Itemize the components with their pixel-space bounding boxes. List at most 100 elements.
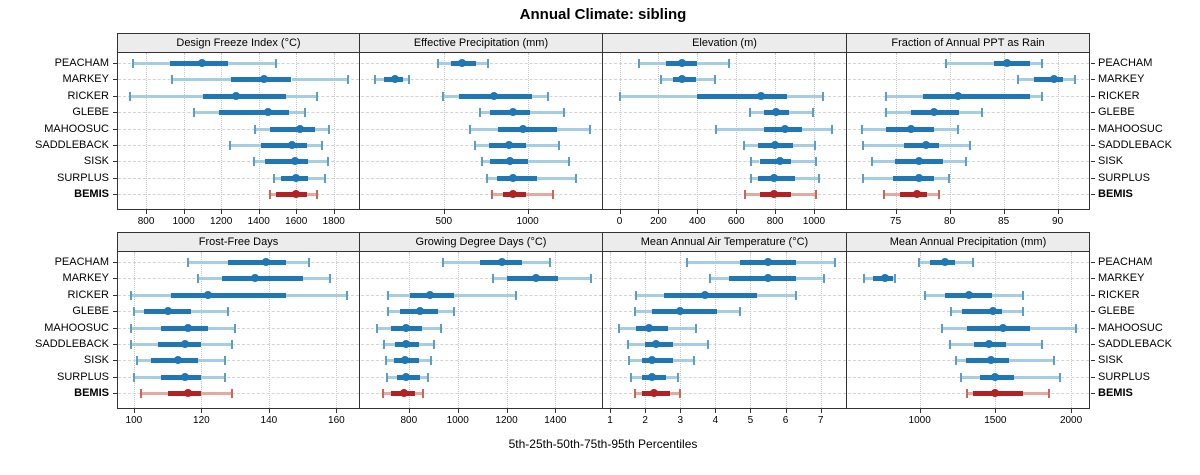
whisker-cap (436, 59, 439, 68)
whisker-tail (863, 176, 894, 180)
whisker-tail (438, 310, 454, 314)
median-dot (180, 340, 189, 348)
site-tick (1091, 161, 1095, 163)
panel-header: Frost-Free Days (117, 232, 360, 252)
whisker-tail (629, 359, 642, 363)
whisker-tail (536, 176, 577, 180)
h-gridline (604, 194, 846, 196)
whisker-cap (728, 59, 731, 68)
whisker-tail (530, 111, 564, 115)
whisker-tail (254, 127, 270, 131)
v-gridline (333, 53, 335, 209)
median-dot (780, 124, 789, 133)
x-tick (183, 210, 185, 214)
x-tick-label: 1200 (210, 216, 233, 227)
whisker-tail (493, 277, 507, 281)
h-gridline (118, 311, 359, 313)
whisker-tail (636, 293, 665, 297)
site-tick (1091, 145, 1095, 146)
whisker-cap (635, 290, 638, 300)
whisker-cap (224, 372, 226, 382)
whisker-cap (197, 274, 199, 284)
whisker-cap (633, 389, 636, 399)
whisker-cap (303, 108, 306, 118)
x-tick (895, 210, 897, 214)
median-dot (292, 190, 301, 199)
whisker-tail (744, 193, 760, 197)
site-label: SISK (83, 354, 109, 367)
x-tick-label: 800 (400, 415, 418, 426)
median-dot (399, 389, 408, 398)
x-tick-label: 5 (747, 415, 754, 426)
whisker-tail (885, 111, 911, 115)
site-label: MAHOOSUC (1098, 321, 1163, 334)
whisker-cap (327, 157, 330, 167)
whisker-cap (486, 173, 489, 183)
x-tick-label: 6 (782, 415, 789, 426)
whisker-cap (549, 258, 552, 267)
whisker-cap (562, 108, 565, 118)
whisker-cap (427, 372, 430, 382)
whisker-tail (288, 111, 305, 115)
whisker-tail (926, 193, 939, 197)
h-gridline (361, 278, 602, 280)
whisker-cap (630, 372, 633, 382)
median-dot (232, 91, 241, 100)
site-tick (1091, 376, 1095, 378)
whisker-tail (474, 144, 490, 147)
whisker-cap (1048, 389, 1051, 399)
whisker-cap (1041, 340, 1044, 349)
x-tick (146, 210, 148, 214)
site-tick (113, 128, 117, 130)
whisker-cap (1016, 75, 1019, 85)
h-gridline (361, 327, 602, 329)
median-dot (204, 290, 213, 299)
median-dot (260, 75, 269, 84)
whisker-tail (715, 127, 765, 131)
whisker-cap (433, 340, 436, 349)
x-tick (658, 210, 660, 214)
whisker-cap (515, 290, 518, 300)
median-dot (425, 290, 434, 299)
site-label: SURPLUS (57, 370, 109, 383)
v-gridline (555, 252, 557, 408)
h-gridline (118, 177, 359, 179)
whisker-tail (285, 293, 347, 297)
h-gridline (361, 393, 602, 395)
whisker-cap (861, 124, 864, 134)
site-label: BEMIS (1098, 188, 1133, 201)
whisker-cap (468, 124, 471, 134)
whisker-tail (862, 127, 886, 131)
median-dot (288, 141, 297, 149)
whisker-tail (556, 127, 591, 131)
x-tick-label: 800 (766, 216, 784, 227)
whisker-cap (870, 157, 873, 167)
whisker-cap (955, 356, 957, 366)
median-dot (644, 323, 653, 332)
site-label: SURPLUS (1098, 171, 1150, 184)
x-tick (457, 409, 459, 413)
site-label: GLEBE (72, 305, 109, 318)
whisker-tail (1017, 78, 1034, 82)
whisker-tail (938, 144, 971, 147)
iqr-bar (893, 175, 935, 181)
x-tick (408, 409, 410, 413)
whisker-tail (790, 193, 816, 197)
site-tick (113, 376, 117, 378)
whisker-tail (946, 62, 994, 65)
site-tick (113, 63, 117, 64)
whisker-cap (882, 190, 885, 200)
site-label: RICKER (1098, 288, 1140, 301)
median-dot (906, 124, 915, 133)
whisker-cap (748, 108, 751, 118)
whisker-tail (308, 176, 326, 180)
whisker-tail (934, 127, 959, 131)
whisker-cap (972, 258, 975, 267)
whisker-cap (1052, 356, 1055, 366)
whisker-cap (742, 141, 745, 150)
whisker-cap (387, 290, 390, 300)
whisker-tail (482, 160, 490, 164)
whisker-tail (918, 261, 930, 264)
whisker-tail (710, 277, 730, 281)
median-dot (880, 274, 889, 283)
